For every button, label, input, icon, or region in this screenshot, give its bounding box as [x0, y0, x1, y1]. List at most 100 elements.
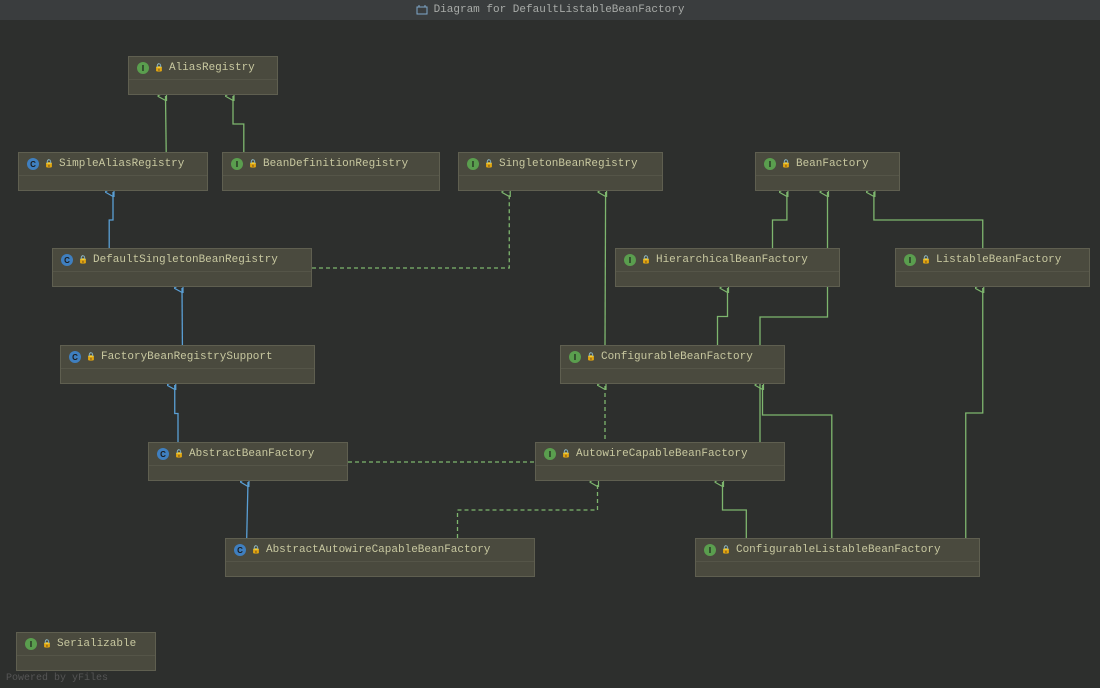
- node-header: C🔒SimpleAliasRegistry: [19, 153, 207, 176]
- node-body: [561, 369, 784, 383]
- node-header: I 🔒 Serializable: [17, 633, 155, 656]
- edge-ConfigurableListableBeanFactory-to-ListableBeanFactory: [966, 288, 983, 538]
- node-label: SingletonBeanRegistry: [499, 158, 638, 170]
- lock-icon: 🔒: [781, 159, 791, 169]
- node-header: I🔒HierarchicalBeanFactory: [616, 249, 839, 272]
- node-AutowireCapableBeanFactory[interactable]: I 🔒 AutowireCapableBeanFactory: [535, 442, 785, 481]
- interface-icon: I: [764, 158, 776, 170]
- node-body: [129, 80, 277, 94]
- node-ConfigurableBeanFactory[interactable]: I 🔒 ConfigurableBeanFactory: [560, 345, 785, 384]
- edge-ConfigurableBeanFactory-to-HierarchicalBeanFactory: [718, 288, 728, 345]
- edge-DefaultSingletonBeanRegistry-to-SingletonBeanRegistry: [312, 192, 509, 268]
- lock-icon: 🔒: [251, 545, 261, 555]
- node-FactoryBeanRegistrySupport[interactable]: C 🔒 FactoryBeanRegistrySupport: [60, 345, 315, 384]
- node-body: [536, 466, 784, 480]
- node-label: ConfigurableBeanFactory: [601, 351, 753, 363]
- lock-icon: 🔒: [86, 352, 96, 362]
- edge-DefaultSingletonBeanRegistry-to-SimpleAliasRegistry: [109, 192, 113, 248]
- lock-icon: 🔒: [561, 449, 571, 459]
- class-icon: C: [157, 448, 169, 460]
- node-header: C🔒AbstractAutowireCapableBeanFactory: [226, 539, 534, 562]
- node-body: [149, 466, 347, 480]
- node-body: [896, 272, 1089, 286]
- edge-HierarchicalBeanFactory-to-BeanFactory: [773, 192, 787, 248]
- edge-SimpleAliasRegistry-to-AliasRegistry: [166, 96, 167, 152]
- class-icon: C: [69, 351, 81, 363]
- lock-icon: 🔒: [44, 159, 54, 169]
- node-Serializable[interactable]: I 🔒 Serializable: [16, 632, 156, 671]
- node-body: [459, 176, 662, 190]
- interface-icon: I: [569, 351, 581, 363]
- edge-AbstractAutowireCapableBeanFactory-to-AbstractBeanFactory: [247, 482, 248, 538]
- node-label: BeanFactory: [796, 158, 869, 170]
- diagram-icon: [416, 4, 428, 16]
- node-HierarchicalBeanFactory[interactable]: I🔒HierarchicalBeanFactory: [615, 248, 840, 287]
- node-label: BeanDefinitionRegistry: [263, 158, 408, 170]
- node-label: ListableBeanFactory: [936, 254, 1061, 266]
- class-icon: C: [61, 254, 73, 266]
- diagram-canvas[interactable]: I 🔒 AliasRegistry C🔒SimpleAliasRegistry I 🔒 Be…: [0, 20, 1100, 688]
- node-body: [19, 176, 207, 190]
- edge-ConfigurableListableBeanFactory-to-AutowireCapableBeanFactory: [723, 482, 747, 538]
- node-label: AbstractBeanFactory: [189, 448, 314, 460]
- node-header: I 🔒 ConfigurableListableBeanFactory: [696, 539, 979, 562]
- node-body: [53, 272, 311, 286]
- lock-icon: 🔒: [154, 63, 164, 73]
- edge-AutowireCapableBeanFactory-to-BeanFactory: [760, 192, 828, 442]
- node-header: I 🔒 ListableBeanFactory: [896, 249, 1089, 272]
- lock-icon: 🔒: [921, 255, 931, 265]
- interface-icon: I: [544, 448, 556, 460]
- node-body: [616, 272, 839, 286]
- node-header: I 🔒 BeanFactory: [756, 153, 899, 176]
- lock-icon: 🔒: [641, 255, 651, 265]
- footer-text: Powered by yFiles: [6, 673, 108, 684]
- node-body: [696, 562, 979, 576]
- edge-BeanDefinitionRegistry-to-AliasRegistry: [233, 96, 244, 152]
- node-SingletonBeanRegistry[interactable]: I🔒SingletonBeanRegistry: [458, 152, 663, 191]
- node-AliasRegistry[interactable]: I 🔒 AliasRegistry: [128, 56, 278, 95]
- node-header: I 🔒 AutowireCapableBeanFactory: [536, 443, 784, 466]
- node-BeanFactory[interactable]: I 🔒 BeanFactory: [755, 152, 900, 191]
- node-BeanDefinitionRegistry[interactable]: I 🔒 BeanDefinitionRegistry: [222, 152, 440, 191]
- lock-icon: 🔒: [174, 449, 184, 459]
- interface-icon: I: [25, 638, 37, 650]
- node-body: [61, 369, 314, 383]
- lock-icon: 🔒: [248, 159, 258, 169]
- node-body: [756, 176, 899, 190]
- node-label: DefaultSingletonBeanRegistry: [93, 254, 278, 266]
- lock-icon: 🔒: [42, 639, 52, 649]
- interface-icon: I: [904, 254, 916, 266]
- node-label: HierarchicalBeanFactory: [656, 254, 808, 266]
- node-ListableBeanFactory[interactable]: I 🔒 ListableBeanFactory: [895, 248, 1090, 287]
- node-header: I🔒SingletonBeanRegistry: [459, 153, 662, 176]
- node-label: ConfigurableListableBeanFactory: [736, 544, 941, 556]
- lock-icon: 🔒: [586, 352, 596, 362]
- titlebar: Diagram for DefaultListableBeanFactory: [0, 0, 1100, 20]
- node-AbstractAutowireCapableBeanFactory[interactable]: C🔒AbstractAutowireCapableBeanFactory: [225, 538, 535, 577]
- interface-icon: I: [704, 544, 716, 556]
- lock-icon: 🔒: [78, 255, 88, 265]
- node-label: AutowireCapableBeanFactory: [576, 448, 748, 460]
- node-header: I 🔒 ConfigurableBeanFactory: [561, 346, 784, 369]
- edge-ListableBeanFactory-to-BeanFactory: [874, 192, 983, 248]
- node-label: AliasRegistry: [169, 62, 255, 74]
- interface-icon: I: [137, 62, 149, 74]
- node-label: FactoryBeanRegistrySupport: [101, 351, 273, 363]
- node-body: [17, 656, 155, 670]
- node-DefaultSingletonBeanRegistry[interactable]: C 🔒 DefaultSingletonBeanRegistry: [52, 248, 312, 287]
- node-header: I 🔒 BeanDefinitionRegistry: [223, 153, 439, 176]
- node-ConfigurableListableBeanFactory[interactable]: I 🔒 ConfigurableListableBeanFactory: [695, 538, 980, 577]
- node-label: Serializable: [57, 638, 136, 650]
- node-header: C 🔒 FactoryBeanRegistrySupport: [61, 346, 314, 369]
- node-AbstractBeanFactory[interactable]: C 🔒 AbstractBeanFactory: [148, 442, 348, 481]
- node-label: AbstractAutowireCapableBeanFactory: [266, 544, 490, 556]
- node-header: C 🔒 AbstractBeanFactory: [149, 443, 347, 466]
- lock-icon: 🔒: [484, 159, 494, 169]
- edge-AbstractBeanFactory-to-FactoryBeanRegistrySupport: [175, 385, 178, 442]
- node-SimpleAliasRegistry[interactable]: C🔒SimpleAliasRegistry: [18, 152, 208, 191]
- interface-icon: I: [231, 158, 243, 170]
- edge-ConfigurableBeanFactory-to-SingletonBeanRegistry: [605, 192, 606, 345]
- node-body: [223, 176, 439, 190]
- title-text: Diagram for DefaultListableBeanFactory: [434, 0, 685, 20]
- lock-icon: 🔒: [721, 545, 731, 555]
